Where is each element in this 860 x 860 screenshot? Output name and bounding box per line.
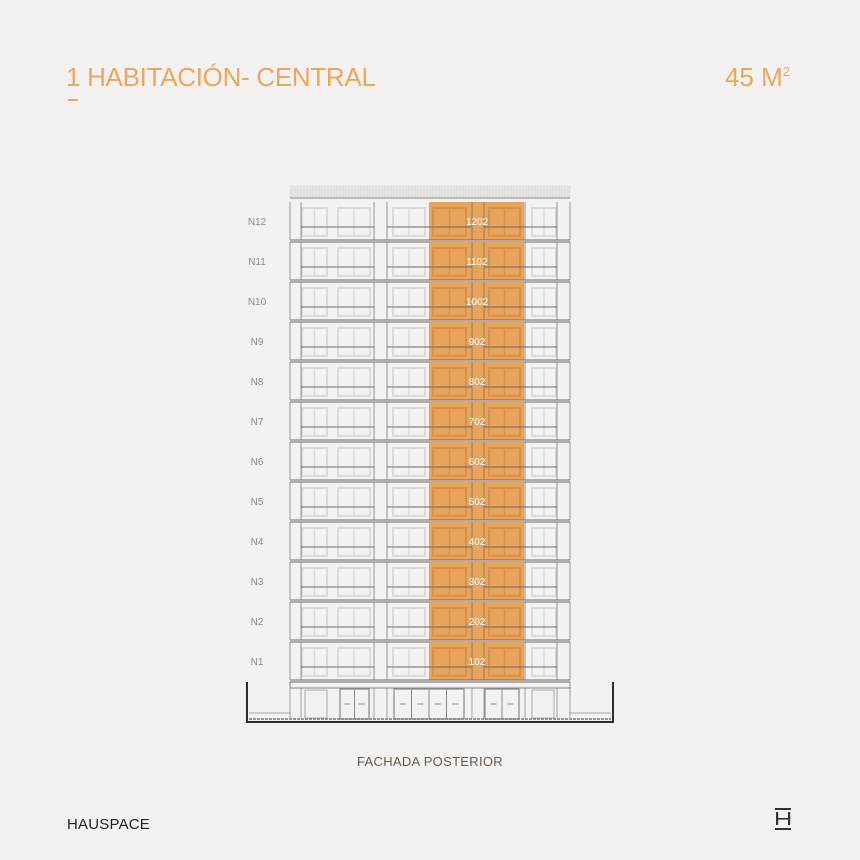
unit-area: 45 M2	[725, 62, 790, 93]
unit-label: 902	[469, 337, 486, 348]
level-label: N2	[251, 617, 264, 628]
floor-n2: N2 202	[251, 602, 571, 643]
floor-n10: N10 1002	[248, 282, 571, 323]
level-label: N1	[251, 657, 264, 668]
title-underline	[68, 99, 78, 101]
unit-label: 802	[469, 377, 486, 388]
unit-label: 502	[469, 497, 486, 508]
ground-window	[304, 689, 328, 719]
floor-n5: N5 502	[251, 482, 571, 523]
level-label: N7	[251, 417, 264, 428]
floor-n1: N1 102	[251, 642, 571, 683]
unit-label: 302	[469, 577, 486, 588]
unit-label: 602	[469, 457, 486, 468]
floor-n3: N3 302	[251, 562, 571, 603]
level-label: N11	[248, 257, 266, 268]
site-wall	[246, 682, 614, 723]
floor-n6: N6 602	[251, 442, 571, 483]
unit-label: 1002	[466, 297, 489, 308]
floor-n4: N4 402	[251, 522, 571, 563]
ground-window	[531, 689, 555, 719]
area-unit: 2	[782, 64, 790, 79]
hauspace-logo-icon	[775, 808, 791, 830]
level-label: N6	[251, 457, 264, 468]
unit-label: 1202	[466, 217, 489, 228]
level-label: N8	[251, 377, 264, 388]
ground-band	[289, 681, 571, 689]
level-label: N12	[248, 217, 267, 228]
floor-n8: N8 802	[251, 362, 571, 403]
unit-label: 102	[469, 657, 486, 668]
brand-name: HAUSPACE	[67, 816, 151, 833]
level-label: N9	[251, 337, 264, 348]
page-title: 1 HABITACIÓN- CENTRAL	[66, 62, 376, 92]
level-label: N4	[251, 537, 264, 548]
floor-n9: N9 902	[251, 322, 571, 363]
level-label: N5	[251, 497, 264, 508]
area-value: 45 M	[724, 62, 783, 92]
unit-label: 702	[469, 417, 486, 428]
floor-n12: N12 1202	[248, 202, 571, 243]
level-label: N3	[251, 577, 264, 588]
floor-n11: N11 1102	[248, 242, 571, 283]
unit-label: 402	[469, 537, 486, 548]
unit-label: 1102	[466, 257, 488, 268]
drawing-caption: FACHADA POSTERIOR	[357, 754, 503, 769]
unit-label: 202	[469, 617, 486, 628]
level-label: N10	[248, 297, 267, 308]
floor-n7: N7 702	[251, 402, 571, 443]
